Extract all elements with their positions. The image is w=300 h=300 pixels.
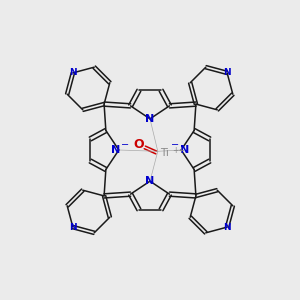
Text: N: N bbox=[146, 114, 154, 124]
Text: N: N bbox=[180, 145, 189, 155]
Text: Ti: Ti bbox=[160, 148, 169, 158]
Text: N: N bbox=[223, 68, 231, 77]
Text: N: N bbox=[146, 176, 154, 186]
Text: N: N bbox=[69, 223, 77, 232]
Text: N: N bbox=[69, 68, 77, 77]
Text: N: N bbox=[111, 145, 120, 155]
Text: ++: ++ bbox=[172, 146, 185, 155]
Text: N: N bbox=[223, 223, 231, 232]
Text: −: − bbox=[121, 140, 129, 150]
Text: O: O bbox=[133, 138, 144, 151]
Text: −: − bbox=[171, 140, 179, 150]
